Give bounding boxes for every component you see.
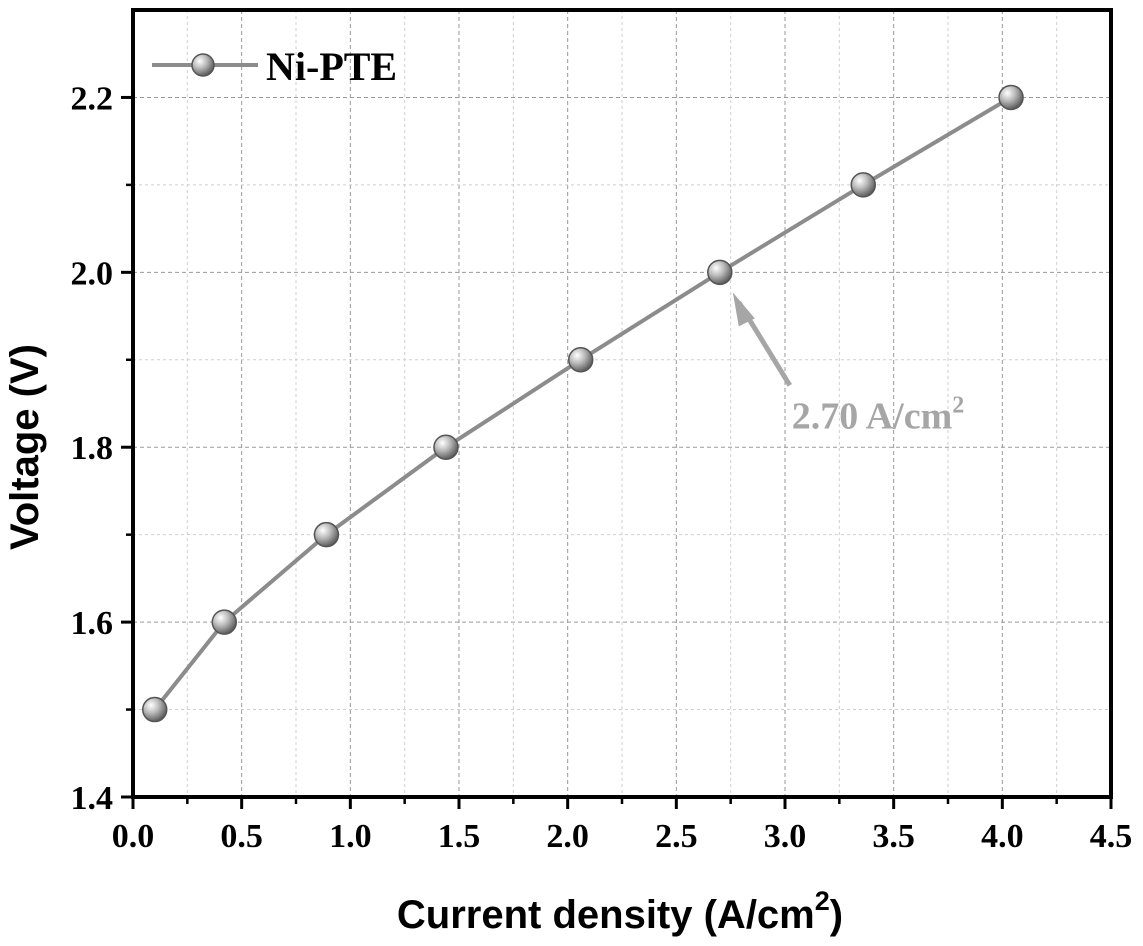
data-point [567, 347, 594, 373]
data-point [141, 696, 168, 723]
x-tick-label: 2.0 [546, 818, 589, 855]
x-tick-label: 4.0 [981, 818, 1024, 855]
y-tick-label: 1.4 [71, 780, 114, 817]
annotation-arrow-head [732, 292, 755, 327]
data-point [707, 259, 733, 286]
x-tick-label: 0.5 [220, 818, 263, 855]
x-tick-label: 1.0 [329, 818, 372, 855]
data-point [433, 434, 459, 460]
annotation-label: 2.70 A/cm2 [792, 392, 964, 437]
x-axis-title: Current density (A/cm2) [397, 886, 843, 937]
y-axis-title: Voltage (V) [3, 344, 47, 550]
x-tick-label: 4.5 [1090, 818, 1133, 855]
data-point [313, 521, 340, 548]
series-line-ni-pte [153, 95, 1013, 711]
x-tick-label: 3.5 [872, 818, 915, 855]
data-point [211, 609, 238, 635]
legend-marker [191, 53, 215, 77]
data-point [998, 84, 1024, 111]
y-tick-label: 1.6 [71, 605, 114, 642]
x-tick-label: 3.0 [764, 818, 807, 855]
y-tick-labels: 1.4 1.6 1.8 2.0 2.2 [71, 80, 114, 817]
y-tick-label: 2.2 [71, 80, 114, 117]
legend: Ni-PTE [152, 44, 397, 89]
x-tick-labels: 0.0 0.5 1.0 1.5 2.0 2.5 3.0 3.5 4.0 4.5 [112, 818, 1133, 855]
x-tick-label: 2.5 [655, 818, 698, 855]
annotation: 2.70 A/cm2 [732, 292, 964, 437]
minor-grid [133, 10, 1111, 797]
x-tick-label: 0.0 [112, 818, 155, 855]
x-tick-label: 1.5 [438, 818, 481, 855]
data-point [850, 172, 876, 198]
y-tick-label: 2.0 [71, 255, 114, 292]
series-points [141, 84, 1024, 723]
axis-ticks [121, 95, 1113, 809]
legend-label: Ni-PTE [266, 44, 397, 89]
y-tick-label: 1.8 [71, 430, 114, 467]
